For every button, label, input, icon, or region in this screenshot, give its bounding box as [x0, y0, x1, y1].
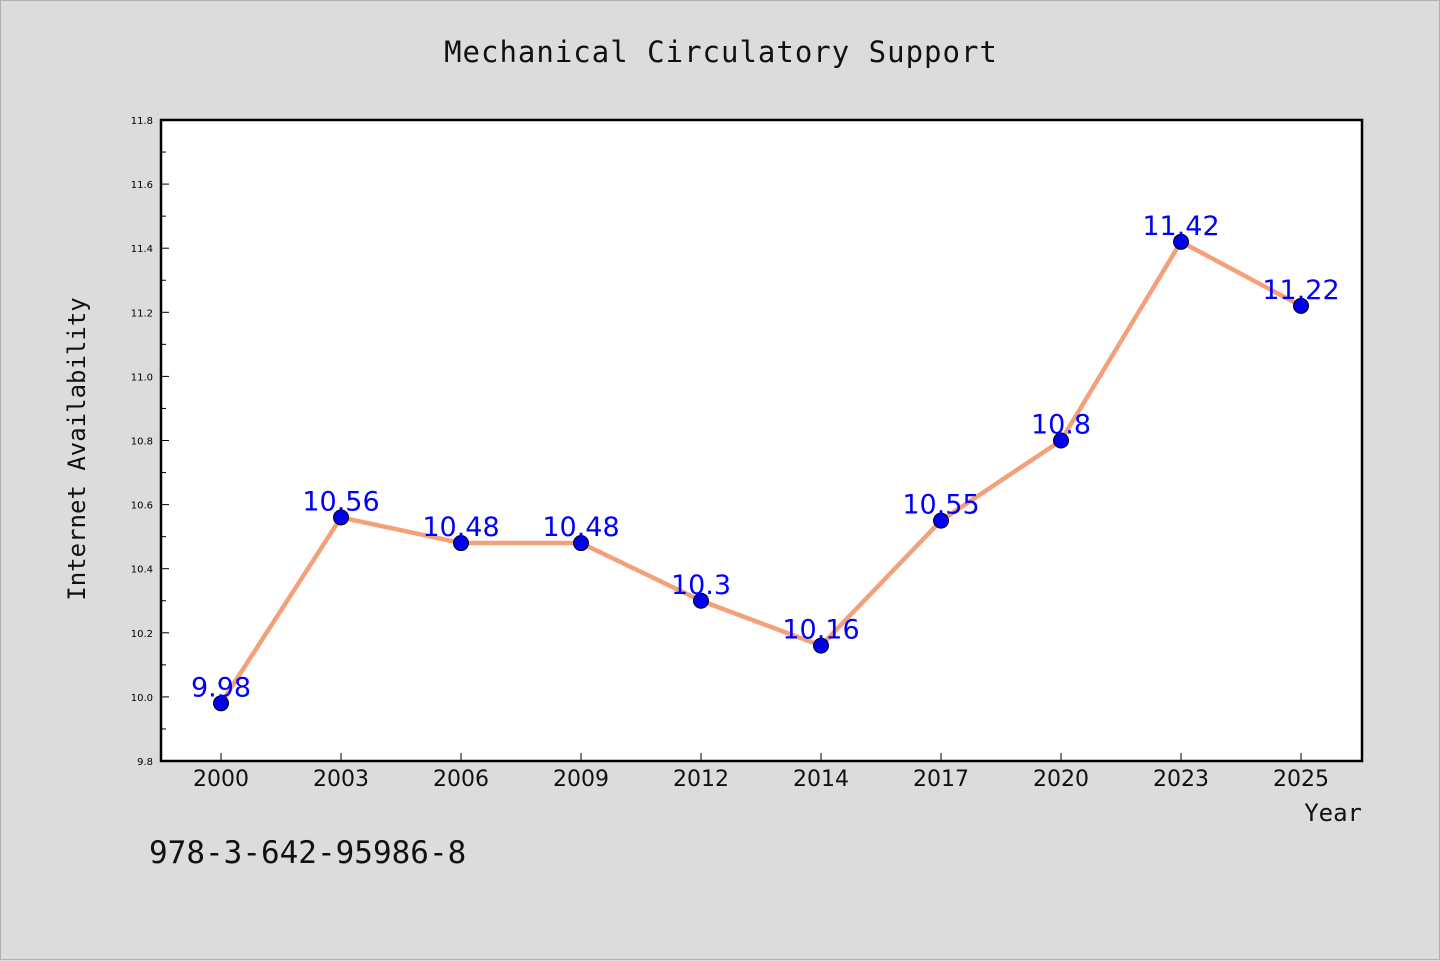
isbn-code: 978-3-642-95986-8 — [149, 835, 467, 871]
data-label: 10.16 — [782, 615, 859, 646]
data-point — [933, 512, 949, 529]
data-point — [813, 637, 829, 654]
data-point — [1293, 297, 1309, 314]
y-tick-label: 9.8 — [137, 757, 153, 768]
data-label: 11.22 — [1262, 275, 1339, 306]
x-tick-label: 2006 — [433, 767, 489, 792]
data-point — [573, 535, 589, 552]
y-tick-label: 10.6 — [131, 501, 153, 512]
data-label: 11.42 — [1142, 211, 1219, 242]
series-line — [219, 239, 1303, 705]
x-tick-label: 2009 — [553, 767, 609, 792]
data-point — [453, 535, 469, 552]
x-tick-label: 2000 — [193, 767, 249, 792]
y-tick-label: 10.8 — [131, 437, 153, 448]
data-label: 10.56 — [302, 486, 379, 517]
x-tick-label: 2012 — [673, 767, 729, 792]
chart-title: Mechanical Circulatory Support — [444, 35, 998, 69]
y-tick-label: 10.0 — [131, 693, 153, 704]
data-label: 10.55 — [902, 490, 979, 521]
x-tick-label: 2017 — [913, 767, 969, 792]
data-label: 10.48 — [542, 512, 619, 543]
data-point — [1173, 233, 1189, 250]
data-point — [1053, 432, 1069, 449]
y-tick-label: 10.2 — [131, 629, 153, 640]
x-axis-label: Year — [1304, 799, 1362, 827]
data-label: 9.98 — [191, 672, 251, 703]
y-tick-label: 11.0 — [131, 372, 153, 383]
data-point — [693, 592, 709, 609]
data-point — [333, 509, 349, 526]
y-tick-label: 11.2 — [131, 308, 153, 319]
plot-frame — [159, 118, 1364, 763]
data-label: 10.3 — [671, 570, 731, 601]
x-tick-label: 2020 — [1033, 767, 1089, 792]
data-label: 10.8 — [1031, 410, 1091, 441]
plot-area — [161, 120, 1362, 761]
y-tick-label: 10.4 — [131, 565, 153, 576]
x-tick-label: 2025 — [1273, 767, 1329, 792]
y-tick-label: 11.6 — [131, 180, 153, 191]
y-tick-label: 11.4 — [131, 244, 153, 255]
x-tick-label: 2003 — [313, 767, 369, 792]
x-tick-label: 2014 — [793, 767, 849, 792]
data-label: 10.48 — [422, 512, 499, 543]
data-point — [213, 695, 229, 712]
y-axis-label: Internet Availability — [63, 297, 91, 600]
y-tick-label: 11.8 — [131, 116, 153, 127]
x-tick-label: 2023 — [1153, 767, 1209, 792]
